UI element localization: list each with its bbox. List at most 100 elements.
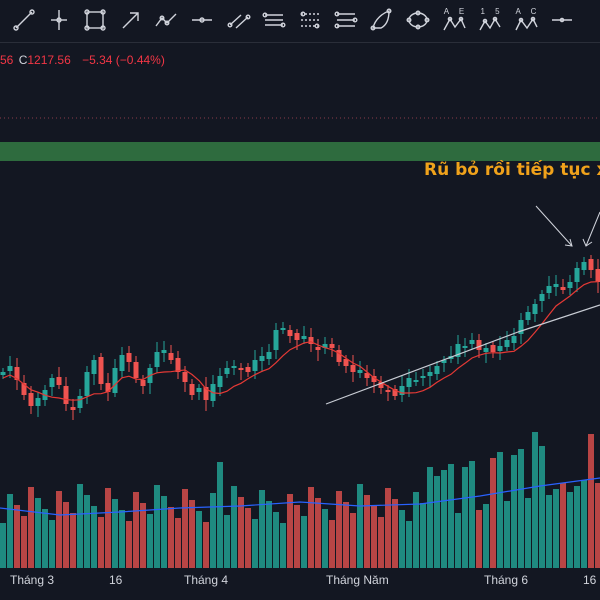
volume-bar — [126, 521, 132, 568]
volume-bar — [273, 512, 279, 568]
volume-bar — [511, 455, 517, 568]
volume-bar — [14, 505, 20, 568]
abcd-pattern-tool-button[interactable]: A E — [438, 5, 470, 35]
candle-body — [175, 358, 181, 372]
candle-body — [231, 366, 237, 368]
candle-body — [539, 294, 545, 301]
volume-bar — [231, 486, 237, 568]
volume-bar — [280, 523, 286, 568]
horizontal-line-tool-button[interactable] — [186, 5, 218, 35]
volume-bar — [371, 506, 377, 568]
abc-pattern-tool-button[interactable]: A C — [510, 5, 542, 35]
candle-body — [63, 386, 69, 404]
candle-body — [189, 384, 195, 395]
candle-body — [252, 360, 258, 371]
volume-bar — [105, 488, 111, 568]
candle-body — [504, 340, 510, 347]
candle-body — [182, 372, 188, 382]
volume-bar — [539, 446, 545, 568]
volume-bar — [203, 522, 209, 568]
candle-body — [70, 407, 76, 410]
volume-bar — [350, 513, 356, 568]
candle-body — [476, 340, 482, 350]
candle-body — [49, 378, 55, 387]
volume-bar — [224, 515, 230, 568]
candle-body — [154, 352, 160, 367]
rectangle-tool-button[interactable] — [79, 5, 111, 35]
volume-bar — [574, 486, 580, 568]
volume-bar — [35, 498, 41, 568]
path-tool-button[interactable] — [150, 5, 182, 35]
tool-label: 1 5 — [480, 7, 504, 16]
candle-body — [518, 320, 524, 334]
candle-body — [259, 356, 265, 361]
candle-body — [469, 340, 475, 344]
volume-bar — [546, 495, 552, 568]
candle-body — [119, 355, 125, 371]
candle-body — [112, 368, 118, 393]
volume-bar — [385, 488, 391, 568]
candle-body — [434, 366, 440, 374]
volume-bar — [364, 495, 370, 568]
volume-bar — [434, 476, 440, 568]
volume-bar — [63, 502, 69, 568]
ellipse-icon — [406, 10, 430, 30]
candle-body — [511, 336, 517, 343]
volume-bar — [483, 504, 489, 568]
volume-bar — [343, 502, 349, 568]
candle-body — [455, 344, 461, 357]
volume-bar — [490, 458, 496, 568]
volume-bar — [287, 494, 293, 568]
candle-body — [168, 353, 174, 360]
trend-line-tool-button[interactable] — [8, 5, 40, 35]
candle-body — [567, 282, 573, 288]
candle-body — [28, 393, 34, 406]
cross-line-tool-button[interactable] — [546, 5, 578, 35]
candle-body — [378, 382, 384, 388]
candle-body — [224, 368, 230, 374]
fib-retracement-tool-button[interactable] — [294, 5, 326, 35]
time-axis[interactable]: Tháng 3 16 Tháng 4 Tháng Năm Tháng 6 16 — [0, 568, 600, 600]
pitchfork-icon — [262, 12, 286, 28]
candle-body — [56, 377, 62, 385]
candle-body — [0, 372, 6, 375]
candle-body — [399, 386, 405, 395]
x-label-16-mar: 16 — [109, 573, 123, 587]
candle-body — [406, 378, 412, 387]
volume-bar — [476, 510, 482, 568]
candle-body — [294, 333, 300, 340]
candle-body — [126, 353, 132, 362]
volume-bar — [420, 503, 426, 568]
abcd-pattern-icon — [443, 16, 466, 31]
trendline-upper — [517, 304, 600, 333]
candle-body — [91, 360, 97, 374]
ellipse-tool-button[interactable] — [402, 5, 434, 35]
volume-bar — [133, 492, 139, 568]
candle-body — [14, 367, 20, 380]
pitchfork-tool-button[interactable] — [258, 5, 290, 35]
candle-body — [329, 344, 335, 348]
volume-bar — [595, 483, 600, 568]
volume-bar — [49, 520, 55, 568]
elliott-wave-tool-button[interactable]: 1 5 — [474, 5, 506, 35]
parallel-channel-tool-button[interactable] — [223, 5, 255, 35]
volume-bar — [581, 480, 587, 568]
volume-bar — [301, 516, 307, 568]
volume-bar — [560, 483, 566, 568]
tool-label: A E — [443, 7, 469, 16]
volume-bar — [266, 501, 272, 568]
arrow-tool-button[interactable] — [115, 5, 147, 35]
candle-body — [77, 396, 83, 408]
fib-retracement-icon — [300, 11, 320, 29]
chart-annotation[interactable]: Rũ bỏ rồi tiếp tục x — [424, 160, 600, 180]
candle-body — [462, 346, 468, 348]
price-chart[interactable] — [0, 42, 600, 568]
volume-bar — [427, 467, 433, 568]
cross-line-icon — [552, 17, 572, 23]
legend-close-label: C — [18, 53, 28, 67]
candle-body — [532, 304, 538, 314]
gann-fan-tool-button[interactable] — [330, 5, 362, 35]
triangle-pattern-tool-button[interactable] — [366, 5, 398, 35]
horizontal-ray-tool-button[interactable] — [43, 5, 75, 35]
volume-bar — [336, 491, 342, 568]
